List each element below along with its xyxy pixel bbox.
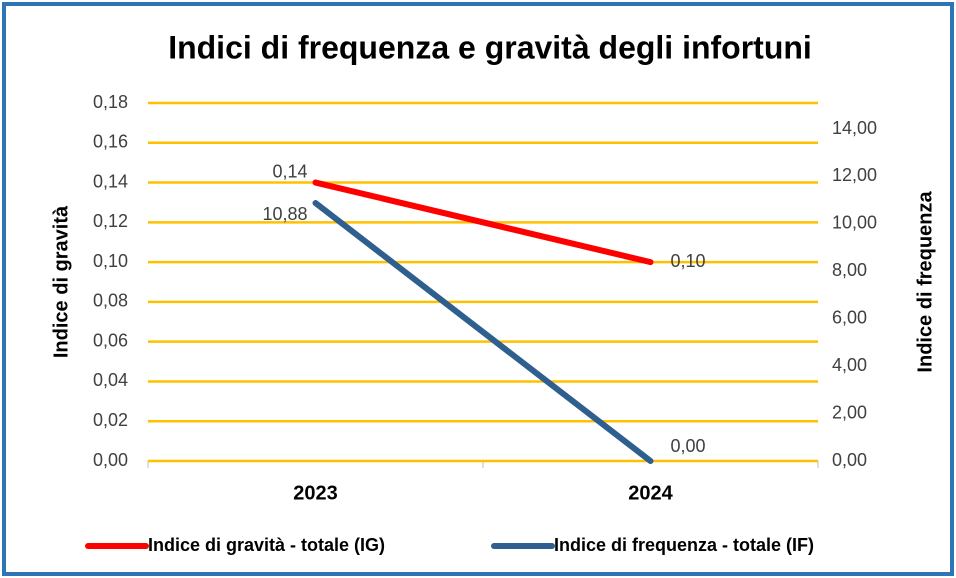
legend-label: Indice di frequenza - totale (IF): [554, 535, 814, 555]
line-series: [312, 200, 654, 464]
data-label: 0,00: [671, 436, 706, 456]
y2-axis-title: Indice di frequenza: [914, 191, 936, 373]
y2-tick-label: 4,00: [832, 355, 867, 375]
y-tick-label: 0,08: [93, 291, 128, 311]
y-tick-label: 0,16: [93, 132, 128, 152]
data-label: 10,88: [262, 204, 307, 224]
y2-tick-label: 2,00: [832, 402, 867, 422]
y2-tick-label: 12,00: [832, 165, 877, 185]
y-tick-label: 0,14: [93, 171, 128, 191]
y2-tick-label: 8,00: [832, 260, 867, 280]
x-tick-label: 2024: [628, 482, 673, 504]
y-tick-label: 0,02: [93, 410, 128, 430]
y2-tick-label: 6,00: [832, 307, 867, 327]
chart-title: Indici di frequenza e gravità degli info…: [168, 29, 812, 65]
y-tick-label: 0,12: [93, 211, 128, 231]
data-label: 0,10: [671, 251, 706, 271]
x-tick-label: 2023: [293, 482, 338, 504]
y-tick-label: 0,00: [93, 450, 128, 470]
line-series: [312, 179, 654, 266]
y-tick-label: 0,18: [93, 92, 128, 112]
y2-tick-label: 10,00: [832, 213, 877, 233]
y2-tick-label: 14,00: [832, 118, 877, 138]
y-tick-label: 0,06: [93, 330, 128, 350]
legend-label: Indice di gravità - totale (IG): [148, 535, 385, 555]
y-tick-label: 0,10: [93, 251, 128, 271]
y-tick-label: 0,04: [93, 370, 128, 390]
data-label: 0,14: [272, 161, 307, 181]
y-axis-title: Indice di gravità: [50, 205, 72, 358]
y2-tick-label: 0,00: [832, 450, 867, 470]
